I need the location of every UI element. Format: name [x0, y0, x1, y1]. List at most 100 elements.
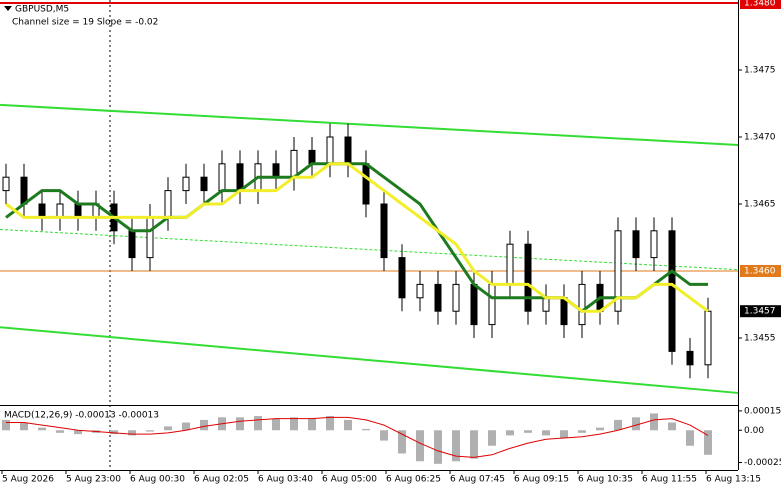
x-tick-label: 6 Aug 11:55 [642, 475, 697, 485]
macd-bar [182, 422, 190, 431]
x-tick-label: 5 Aug 2026 [2, 475, 54, 485]
candle-body [506, 243, 514, 285]
candle-body [272, 163, 280, 178]
x-tick-label: 6 Aug 07:45 [450, 475, 505, 485]
candle-body [380, 203, 388, 259]
candle-body [578, 283, 586, 326]
x-tick-label: 6 Aug 06:25 [386, 475, 441, 485]
x-tick-label: 6 Aug 09:15 [514, 475, 569, 485]
chart-title: GBPUSD,M5 [15, 5, 69, 15]
macd-bar [704, 430, 712, 455]
macd-bar [200, 419, 208, 431]
macd-bar [524, 430, 532, 433]
macd-bar [542, 430, 550, 436]
macd-bar [272, 418, 280, 431]
candle-body [560, 297, 568, 326]
macd-bar [344, 419, 352, 431]
macd-bar [650, 413, 658, 431]
candle-body [164, 190, 172, 218]
candle-body [308, 149, 316, 165]
menu-arrow [4, 6, 12, 11]
y-tick-label: 1.3470 [744, 133, 776, 143]
macd-y-tick-label: 0.00 [744, 426, 764, 436]
candle-body [128, 230, 136, 259]
macd-bar [362, 428, 370, 431]
macd-bar [380, 430, 388, 441]
candle-body [182, 176, 190, 192]
candle-body [344, 136, 352, 165]
macd-bar [290, 417, 298, 431]
candle-body [686, 350, 694, 366]
macd-bar [74, 430, 82, 435]
y-tick-label: 1.3455 [744, 334, 776, 344]
macd-bar [596, 427, 604, 431]
x-tick-label: 5 Aug 23:00 [66, 475, 121, 485]
macd-bar [254, 416, 262, 431]
macd-signal [6, 416, 709, 458]
y-tick-label: 1.3465 [744, 200, 776, 210]
level-label: 1.3460 [744, 267, 776, 277]
candle-body [326, 136, 334, 165]
candle-body [704, 310, 712, 366]
macd-bar [128, 430, 136, 436]
candle-body [470, 283, 478, 326]
macd-bar [236, 417, 244, 431]
macd-y-tick-label: -0.00025 [744, 458, 781, 468]
candle-body [668, 230, 676, 352]
candle-body [524, 243, 532, 312]
macd-bar [668, 422, 676, 431]
macd-bar [2, 419, 10, 431]
macd-bar [56, 430, 64, 433]
x-tick-label: 6 Aug 10:35 [578, 475, 633, 485]
macd-bar [470, 430, 478, 459]
x-tick-label: 6 Aug 00:30 [130, 475, 185, 485]
macd-bar [38, 427, 46, 431]
macd-bar [110, 430, 118, 435]
candle-body [488, 283, 496, 326]
macd-bar [488, 430, 496, 446]
candle-body [632, 230, 640, 259]
macd-bar [434, 430, 442, 464]
candle-body [200, 176, 208, 192]
macd-bar [632, 417, 640, 431]
candle-body [218, 163, 226, 192]
candle-body [2, 176, 10, 192]
macd-bar [326, 416, 334, 431]
chart-subtitle: Channel size = 19 Slope = -0.02 [12, 18, 158, 28]
macd-bar [686, 430, 694, 446]
level-box [740, 265, 781, 277]
macd-bar [560, 430, 568, 438]
macd-bar [146, 430, 154, 432]
macd-bar [578, 430, 586, 433]
candle-body [146, 216, 154, 259]
candle-body [650, 230, 658, 259]
macd-bar [164, 426, 172, 431]
candle-body [614, 230, 622, 312]
y-tick-label: 1.3475 [744, 66, 776, 76]
candle-body [398, 257, 406, 299]
candle-body [38, 203, 46, 218]
candle-body [542, 297, 550, 312]
macd-bar [452, 430, 460, 462]
x-tick-label: 6 Aug 13:15 [706, 475, 761, 485]
x-tick-label: 6 Aug 02:05 [194, 475, 249, 485]
candle-body [56, 203, 64, 218]
candle-body [416, 283, 424, 299]
level-label: 1.3480 [744, 0, 776, 9]
moving-average [5, 162, 709, 313]
macd-y-tick-label: 0.00015 [744, 406, 781, 416]
x-tick-label: 6 Aug 05:00 [322, 475, 377, 485]
macd-bar [308, 418, 316, 431]
moving-average [5, 162, 708, 314]
macd-bar [416, 430, 424, 462]
macd-bar [20, 422, 28, 431]
macd-bar [506, 430, 514, 436]
macd-title: MACD(12,26,9) -0.00013 -0.00013 [4, 411, 159, 421]
candle-body [434, 283, 442, 312]
candle-body [74, 203, 82, 218]
x-tick-label: 6 Aug 03:40 [258, 475, 313, 485]
candle-body [452, 283, 460, 312]
level-label: 1.3457 [744, 307, 776, 317]
channel-line [0, 103, 739, 147]
